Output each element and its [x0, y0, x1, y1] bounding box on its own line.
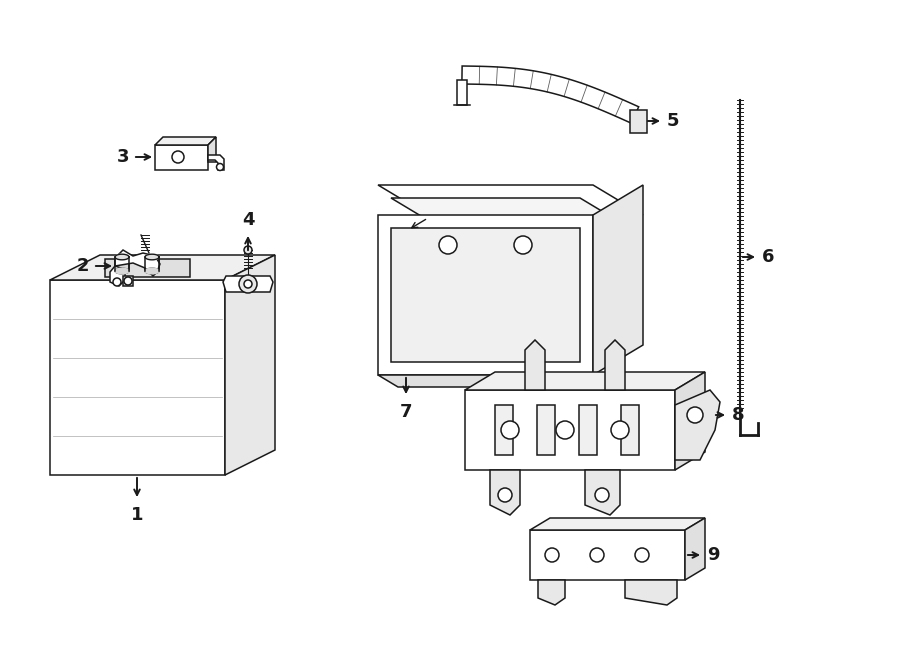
Circle shape: [545, 548, 559, 562]
Polygon shape: [391, 198, 623, 224]
Polygon shape: [208, 137, 216, 162]
Circle shape: [113, 278, 121, 286]
Polygon shape: [145, 257, 159, 271]
Polygon shape: [630, 110, 647, 133]
Polygon shape: [145, 254, 159, 260]
Circle shape: [439, 236, 457, 254]
Polygon shape: [625, 580, 677, 605]
Circle shape: [611, 421, 629, 439]
Circle shape: [244, 246, 252, 254]
Polygon shape: [465, 390, 675, 470]
Circle shape: [239, 275, 257, 293]
Polygon shape: [585, 470, 620, 515]
Text: 4: 4: [242, 211, 254, 229]
Polygon shape: [525, 340, 545, 390]
Text: 7: 7: [400, 403, 412, 421]
Circle shape: [217, 164, 223, 171]
Polygon shape: [685, 518, 705, 580]
Circle shape: [590, 548, 604, 562]
Polygon shape: [145, 268, 159, 274]
Polygon shape: [530, 530, 685, 580]
Circle shape: [172, 151, 184, 163]
Circle shape: [595, 488, 609, 502]
Polygon shape: [462, 66, 639, 123]
Circle shape: [501, 421, 519, 439]
Circle shape: [244, 280, 252, 288]
Text: 3: 3: [116, 148, 129, 166]
Polygon shape: [538, 580, 565, 605]
Polygon shape: [530, 518, 705, 530]
Polygon shape: [50, 255, 275, 280]
Polygon shape: [579, 405, 597, 455]
Text: 5: 5: [667, 112, 680, 130]
Text: 1: 1: [130, 506, 143, 524]
Circle shape: [124, 277, 132, 285]
Polygon shape: [465, 372, 705, 390]
Polygon shape: [208, 155, 224, 170]
Polygon shape: [605, 340, 625, 390]
Text: 8: 8: [732, 406, 744, 424]
Text: 6: 6: [762, 248, 775, 266]
Polygon shape: [223, 276, 273, 292]
Polygon shape: [110, 266, 125, 286]
Polygon shape: [123, 276, 133, 286]
Circle shape: [556, 421, 574, 439]
Polygon shape: [378, 375, 613, 387]
Polygon shape: [675, 390, 720, 460]
Polygon shape: [621, 405, 639, 455]
Polygon shape: [155, 137, 216, 145]
Polygon shape: [105, 259, 190, 277]
Circle shape: [687, 407, 703, 423]
Polygon shape: [115, 250, 160, 276]
Polygon shape: [457, 80, 467, 105]
Circle shape: [514, 236, 532, 254]
Polygon shape: [225, 255, 275, 475]
Polygon shape: [495, 405, 513, 455]
Polygon shape: [115, 268, 129, 274]
Polygon shape: [675, 372, 705, 470]
Circle shape: [635, 548, 649, 562]
Polygon shape: [537, 405, 555, 455]
Text: 9: 9: [707, 546, 719, 564]
Circle shape: [498, 488, 512, 502]
Polygon shape: [378, 185, 643, 215]
Polygon shape: [490, 470, 520, 515]
Polygon shape: [115, 257, 129, 271]
Polygon shape: [391, 228, 580, 362]
Polygon shape: [155, 145, 208, 170]
Polygon shape: [50, 280, 225, 475]
Polygon shape: [115, 254, 129, 260]
Polygon shape: [378, 215, 593, 375]
Polygon shape: [593, 185, 643, 375]
Text: 2: 2: [76, 257, 89, 275]
